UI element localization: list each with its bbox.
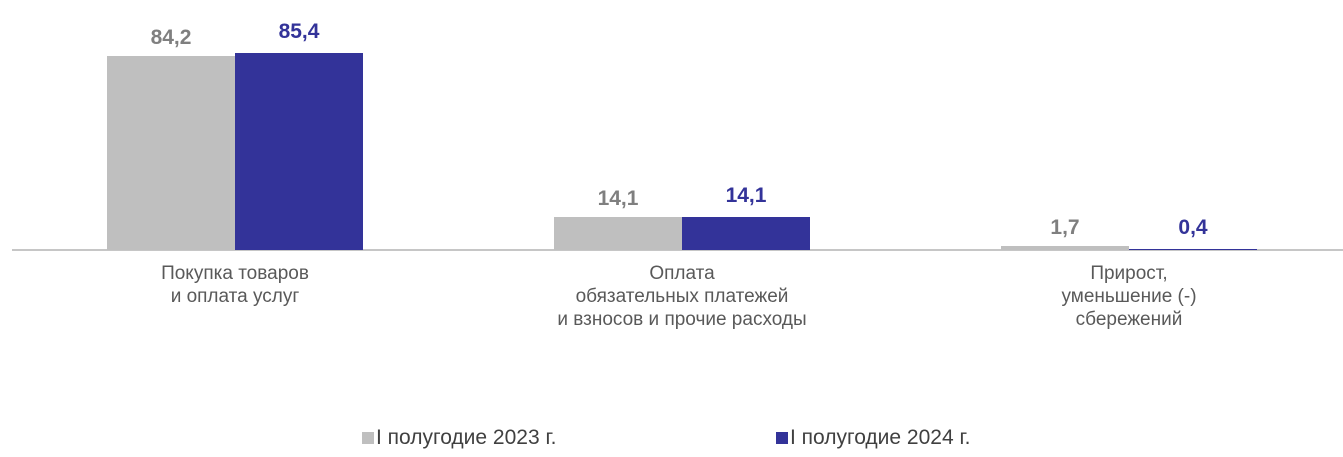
category-label-2-line-2: сбережений [1076,309,1183,330]
bar-2023-cat-1 [554,217,682,250]
category-label-2-line-0: Прирост, [1090,263,1167,284]
category-label-1: Оплата обязательных платежей и взносов и п… [557,263,806,330]
legend: I полугодие 2023 г. I полугодие 2024 г. [0,426,1343,456]
category-label-1-line-2: и взносов и прочие расходы [557,309,806,330]
category-label-0: Покупка товаров и оплата услуг [161,263,309,307]
value-label-2023-cat-2: 1,7 [1050,216,1079,239]
legend-swatch-2023 [362,432,374,444]
category-label-0-line-1: и оплата услуг [171,286,300,307]
value-label-2023-cat-0: 84,2 [151,26,192,49]
value-label-2024-cat-1: 14,1 [726,184,767,207]
legend-swatch-2024 [776,432,788,444]
bar-chart: 84,214,11,785,414,10,4 Покупка товаров и … [12,20,1343,330]
bar-2023-cat-2 [1001,246,1129,250]
bar-2024-cat-1 [682,217,810,250]
category-label-1-line-0: Оплата [649,263,715,284]
value-label-2024-cat-2: 0,4 [1178,216,1208,239]
category-label-2-line-1: уменьшение (-) [1061,286,1196,307]
category-label-1-line-1: обязательных платежей [576,286,789,307]
category-label-0-line-0: Покупка товаров [161,263,309,284]
legend-item-2024: I полугодие 2024 г. [776,426,970,450]
legend-label-2024: I полугодие 2024 г. [790,426,971,449]
legend-item-2023: I полугодие 2023 г. [362,426,556,450]
value-label-2023-cat-1: 14,1 [598,187,639,210]
bar-2024-cat-2 [1129,249,1257,250]
bar-2023-cat-0 [107,56,235,250]
bar-2024-cat-0 [235,53,363,250]
value-label-2024-cat-0: 85,4 [279,20,320,43]
category-label-2: Прирост, уменьшение (-) сбережений [1061,263,1196,330]
legend-label-2023: I полугодие 2023 г. [376,426,557,449]
